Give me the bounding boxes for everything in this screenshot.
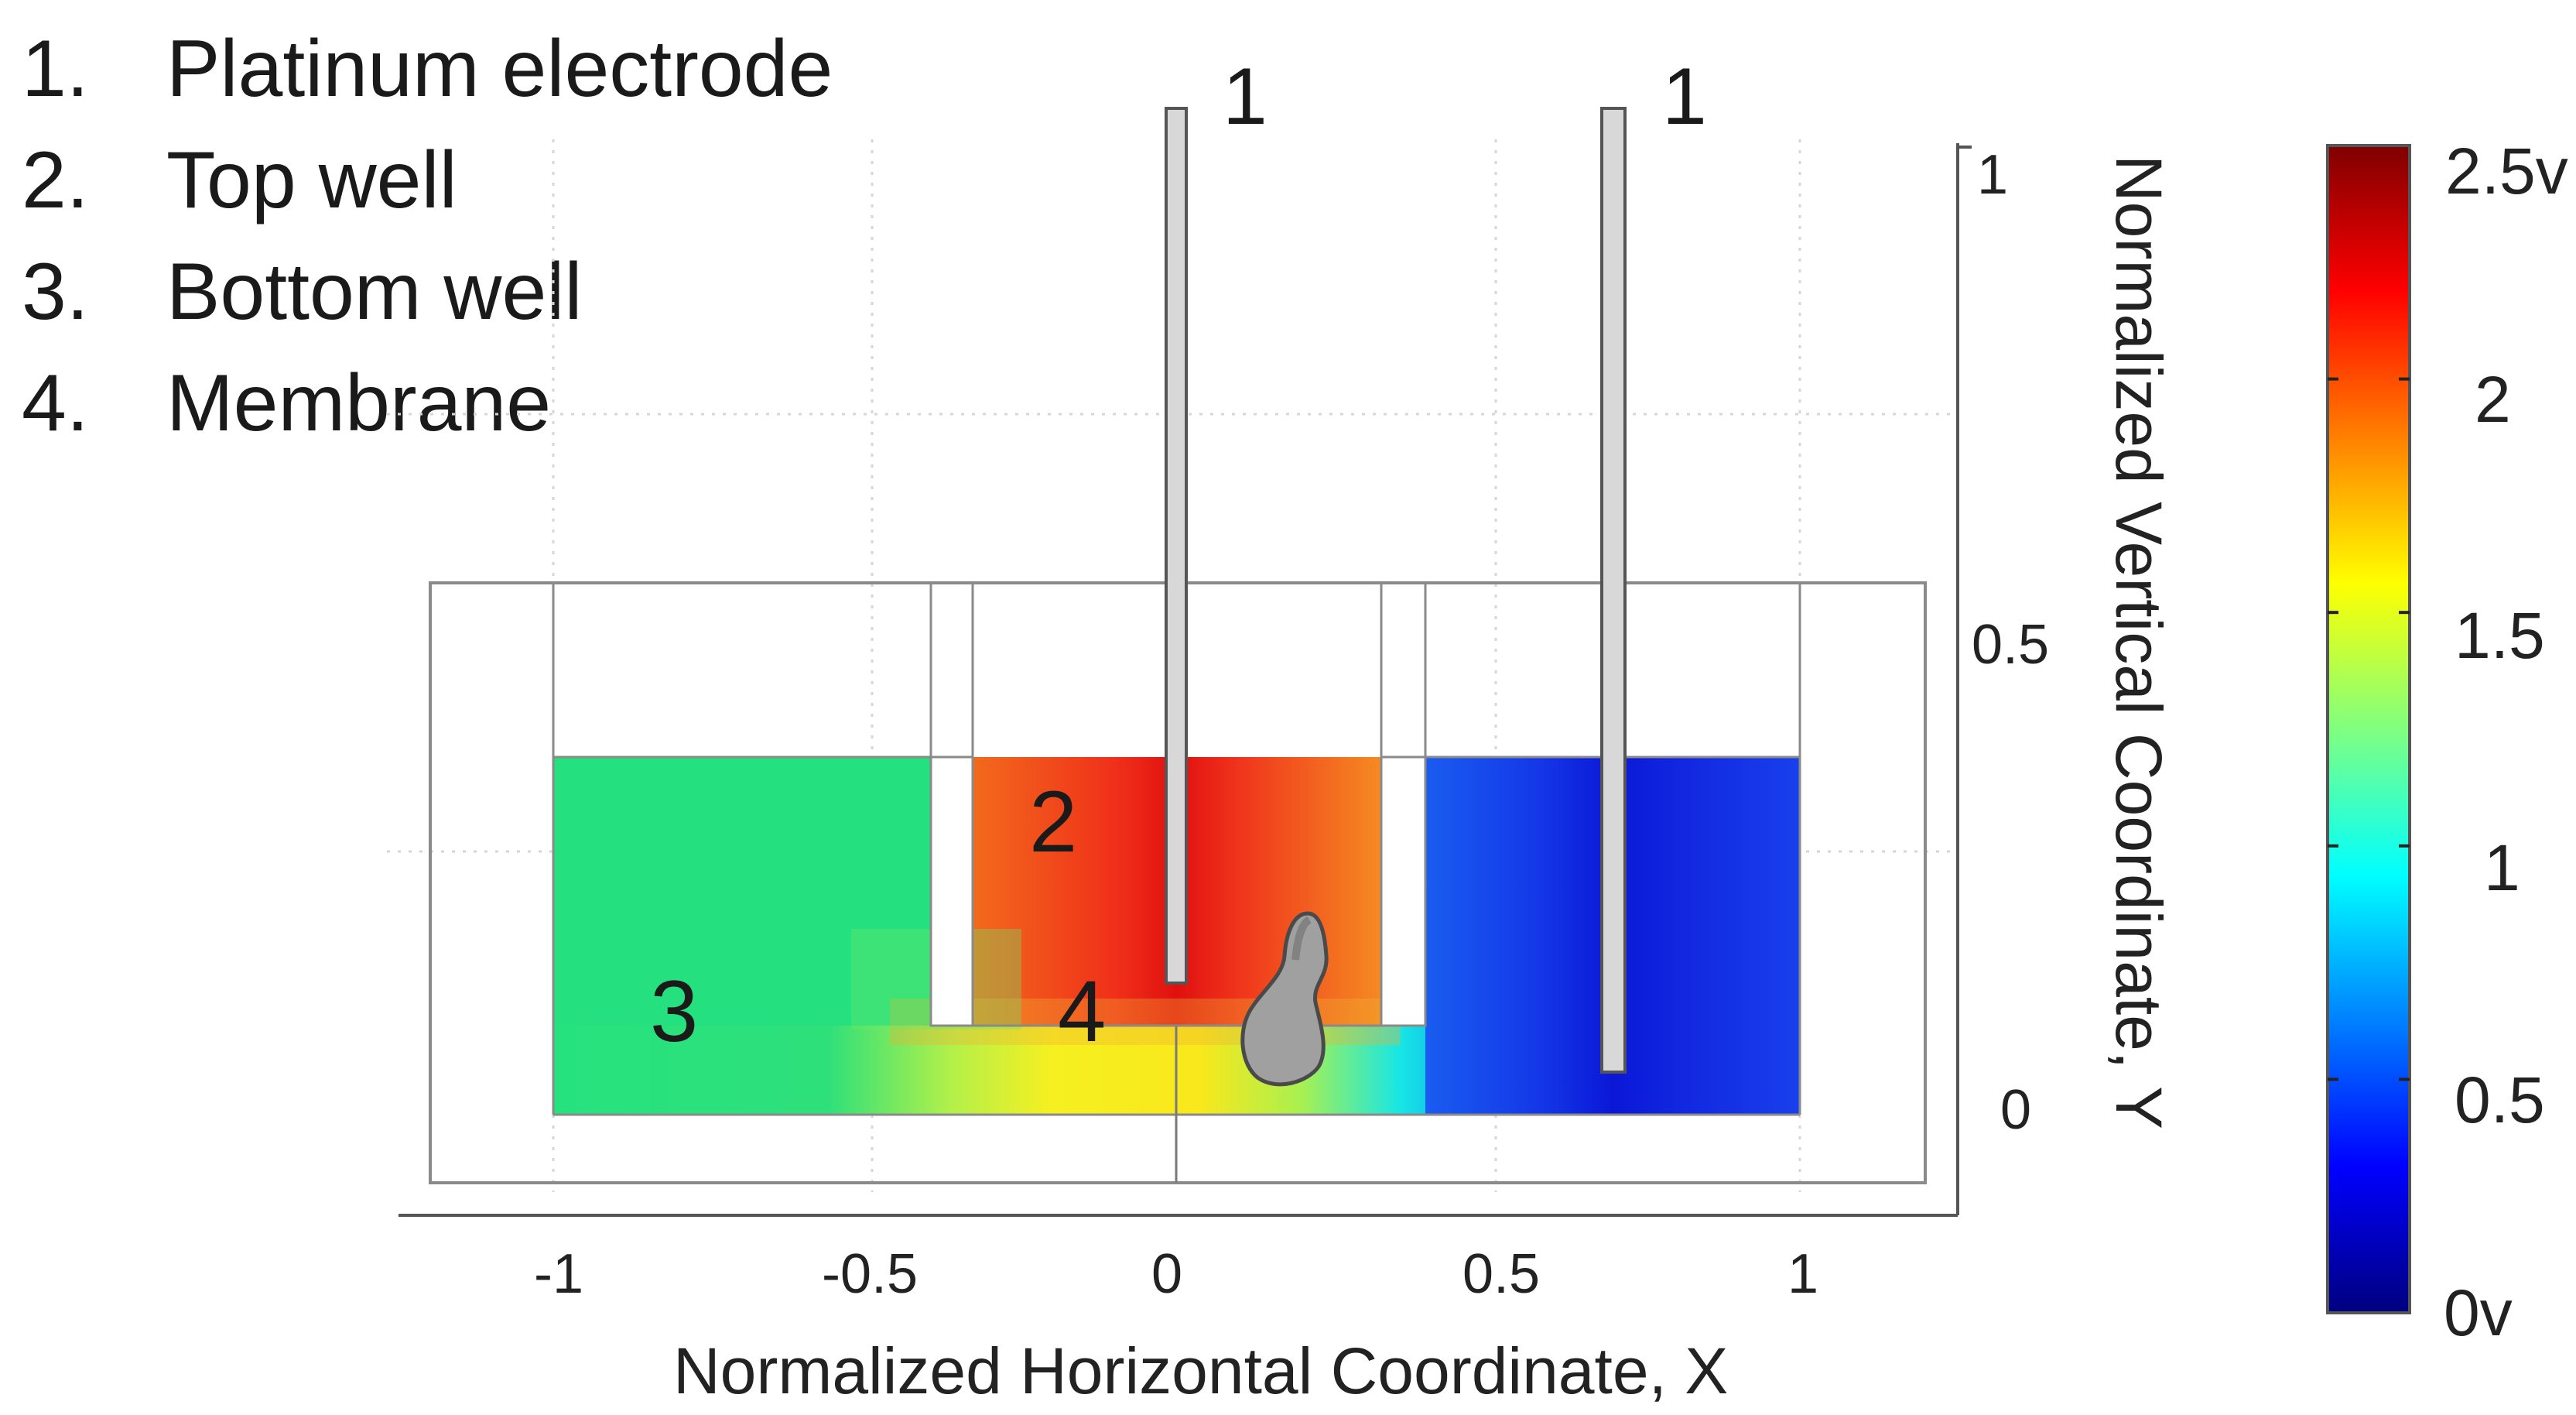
legend-num-1: 1. [22,24,89,114]
legend: 1. Platinum electrode 2. Top well 3. Bot… [22,24,833,448]
top-well-label: 2 [1029,773,1077,870]
x-tick-05: 0.5 [1462,1243,1540,1305]
legend-label-top-well: Top well [166,135,457,225]
bottom-well-label: 3 [650,963,698,1060]
y-tick-0: 0 [2000,1079,2031,1141]
y-axis-title: Normalized Vertical Coordinate, Y [2102,155,2175,1129]
colorbar-tick-0v: 0v [2444,1276,2513,1349]
x-tick-neg1: -1 [534,1243,583,1305]
legend-label-membrane: Membrane [166,358,551,448]
platinum-electrode-left [1165,107,1188,985]
x-tick-1: 1 [1787,1243,1818,1305]
legend-num-4: 4. [22,358,89,448]
legend-num-2: 2. [22,135,89,225]
colorbar-tick-2: 2 [2475,363,2511,436]
colorbar-tick-05: 0.5 [2455,1064,2545,1136]
x-tick-labels: -1 -0.5 0 0.5 1 [534,1243,1818,1305]
colorbar-tick-15: 1.5 [2455,599,2545,672]
legend-label-platinum-electrode: Platinum electrode [166,24,833,114]
y-tick-labels: 1 0.5 0 [1972,144,2049,1141]
legend-label-bottom-well: Bottom well [166,247,583,337]
colorbar-tick-1: 1 [2484,831,2520,904]
colorbar: 2.5v 2 1.5 1 0.5 0v [2326,135,2568,1349]
platinum-electrode-right [1600,107,1627,1074]
chamber-outlines [552,583,1801,1116]
colorbar-tick-25v: 2.5v [2445,135,2568,207]
membrane-label: 4 [1058,963,1106,1060]
electrode-label-right: 1 [1662,52,1707,142]
colorbar-gradient [2326,144,2411,1314]
x-axis-title: Normalized Horizontal Coordinate, X [673,1334,1728,1407]
x-tick-neg05: -0.5 [822,1243,918,1305]
y-tick-1: 1 [1977,144,2008,206]
right-well-wall [1380,755,1427,1027]
x-tick-0: 0 [1151,1243,1182,1305]
membrane-cell-blob [1240,911,1329,1087]
left-well-wall [929,755,974,1027]
colorbar-tick-marks [2328,377,2410,1081]
electrode-label-left: 1 [1223,52,1267,142]
legend-num-3: 3. [22,247,89,337]
y-tick-05: 0.5 [1972,614,2049,676]
